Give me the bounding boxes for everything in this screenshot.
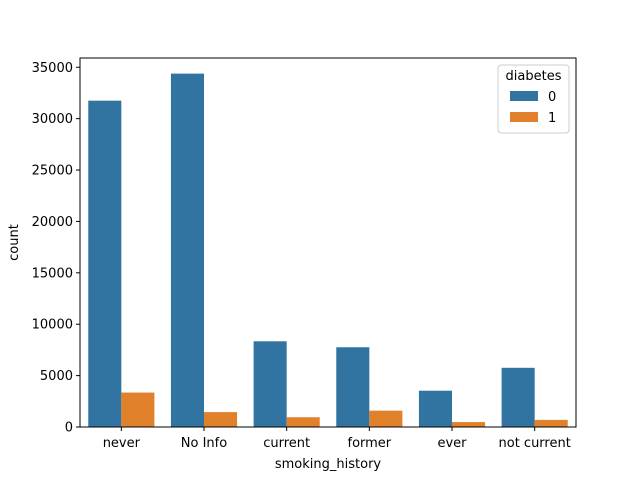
bar-former-1 [369, 410, 403, 427]
bar-current-0 [253, 341, 287, 427]
legend-swatch-1 [510, 112, 538, 122]
y-axis-ticks: 0 5000 10000 15000 20000 25000 30000 35000 [32, 61, 80, 436]
y-tick-label: 25000 [32, 164, 73, 179]
bar-former-0 [336, 347, 370, 427]
legend: diabetes 01 [497, 64, 570, 134]
bar-ever-1 [452, 422, 486, 427]
bar-not-current-0 [501, 367, 535, 427]
y-tick-label: 15000 [32, 266, 73, 281]
x-tick-label: not current [499, 436, 571, 451]
legend-swatch-0 [510, 91, 538, 101]
bar-never-0 [88, 100, 122, 427]
x-tick-label: never [103, 436, 141, 451]
y-tick-label: 30000 [32, 112, 73, 127]
legend-entries: 01 [510, 90, 556, 126]
x-axis-ticks: never No Info current former ever not current [103, 427, 571, 451]
legend-label-1: 1 [548, 111, 556, 126]
y-tick-label: 20000 [32, 215, 73, 230]
legend-label-0: 0 [548, 90, 556, 105]
x-tick-label: former [348, 436, 392, 451]
bar-never-1 [121, 392, 155, 427]
x-tick-label: ever [437, 436, 467, 451]
y-tick-label: 10000 [32, 318, 73, 333]
plot-frame [79, 57, 577, 428]
bars-group [88, 73, 568, 428]
y-tick-label: 5000 [40, 369, 73, 384]
bar-current-1 [286, 417, 320, 427]
y-tick-label: 35000 [32, 61, 73, 76]
x-tick-label: current [263, 436, 310, 451]
bar-ever-0 [418, 390, 452, 427]
y-tick-label: 0 [65, 421, 73, 436]
legend-title: diabetes [506, 69, 562, 84]
x-tick-label: No Info [181, 436, 227, 451]
y-axis-label: count [7, 224, 22, 261]
bar-no-info-1 [204, 412, 238, 427]
bar-not-current-1 [534, 419, 568, 427]
bar-no-info-0 [170, 73, 204, 428]
x-axis-label: smoking_history [275, 457, 382, 472]
